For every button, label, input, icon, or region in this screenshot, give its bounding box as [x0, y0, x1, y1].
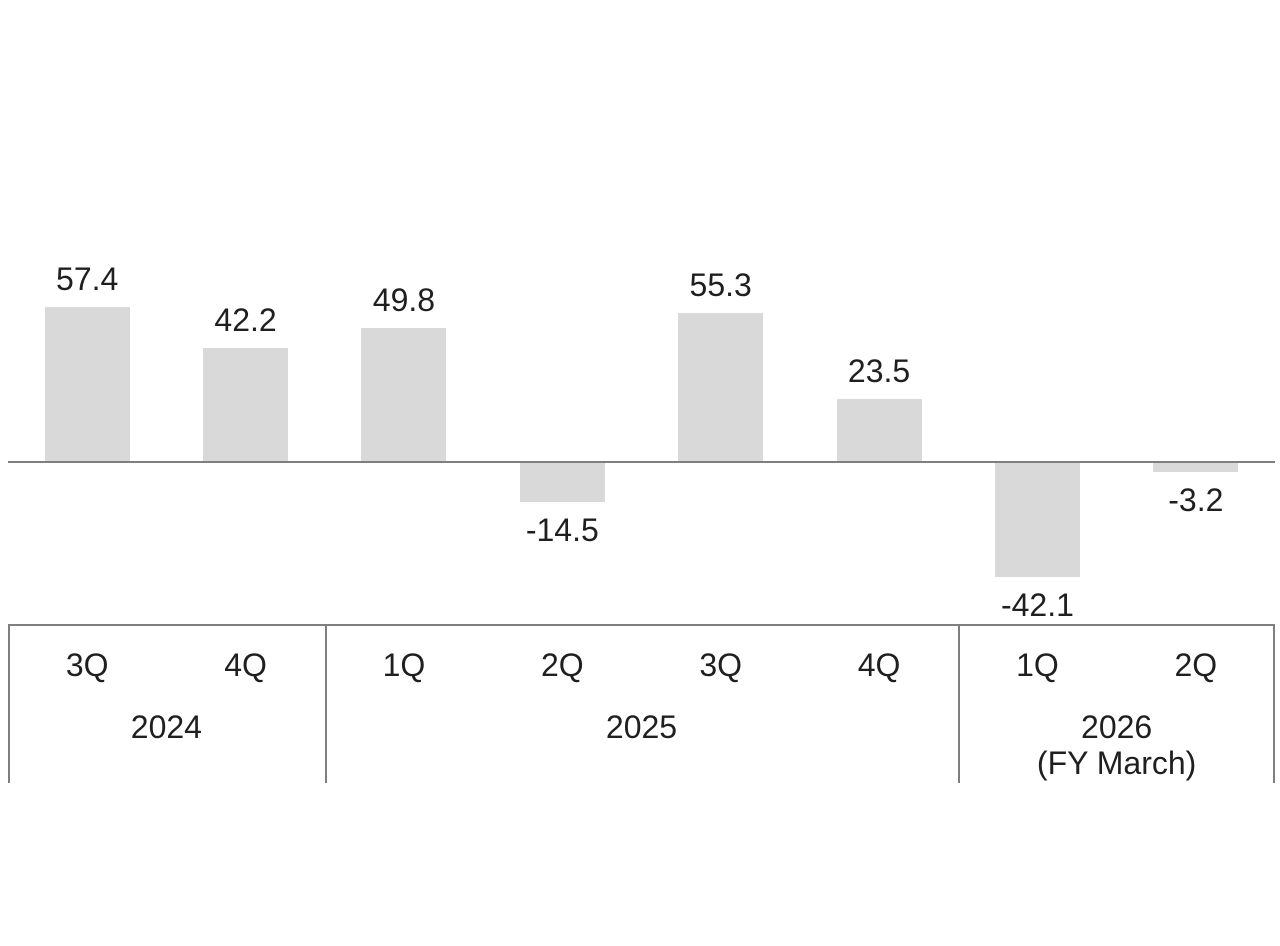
bar — [836, 398, 922, 462]
x-axis-quarter-label: 3Q — [65, 647, 109, 683]
x-axis-year-sublabel: (FY March) — [1036, 745, 1197, 781]
bar — [994, 463, 1080, 577]
bar — [44, 307, 130, 462]
table-vertical-border — [8, 624, 10, 783]
bar — [361, 327, 447, 462]
value-label: 57.4 — [56, 261, 119, 298]
x-axis-quarter-label: 2Q — [1174, 647, 1218, 683]
value-label: -42.1 — [1000, 586, 1074, 623]
x-axis-quarter-label: 4Q — [224, 647, 267, 683]
value-label: 55.3 — [689, 266, 752, 303]
value-label: 49.8 — [372, 281, 436, 318]
x-axis-year-label: 2024 — [130, 709, 202, 745]
table-vertical-border — [958, 624, 961, 783]
x-axis-year-label: 2026 — [1081, 709, 1153, 745]
value-label: 23.5 — [847, 352, 911, 389]
table-vertical-border — [324, 624, 327, 783]
x-axis-quarter-label: 2Q — [540, 647, 584, 683]
x-axis-quarter-label: 1Q — [382, 647, 426, 683]
bar — [678, 312, 764, 462]
value-label: -14.5 — [525, 512, 599, 549]
x-axis-quarter-label: 4Q — [857, 647, 901, 683]
bar — [203, 348, 289, 462]
x-axis-quarter-label: 1Q — [1016, 647, 1059, 683]
x-axis-line — [8, 461, 1275, 463]
value-label: -3.2 — [1168, 481, 1224, 518]
table-top-border — [8, 624, 1275, 626]
bar — [1153, 463, 1239, 472]
x-axis-quarter-label: 3Q — [699, 647, 743, 683]
x-axis-year-label: 2025 — [605, 709, 678, 745]
value-label: 42.2 — [214, 302, 277, 339]
bar — [519, 463, 605, 503]
table-vertical-border — [1273, 624, 1275, 783]
